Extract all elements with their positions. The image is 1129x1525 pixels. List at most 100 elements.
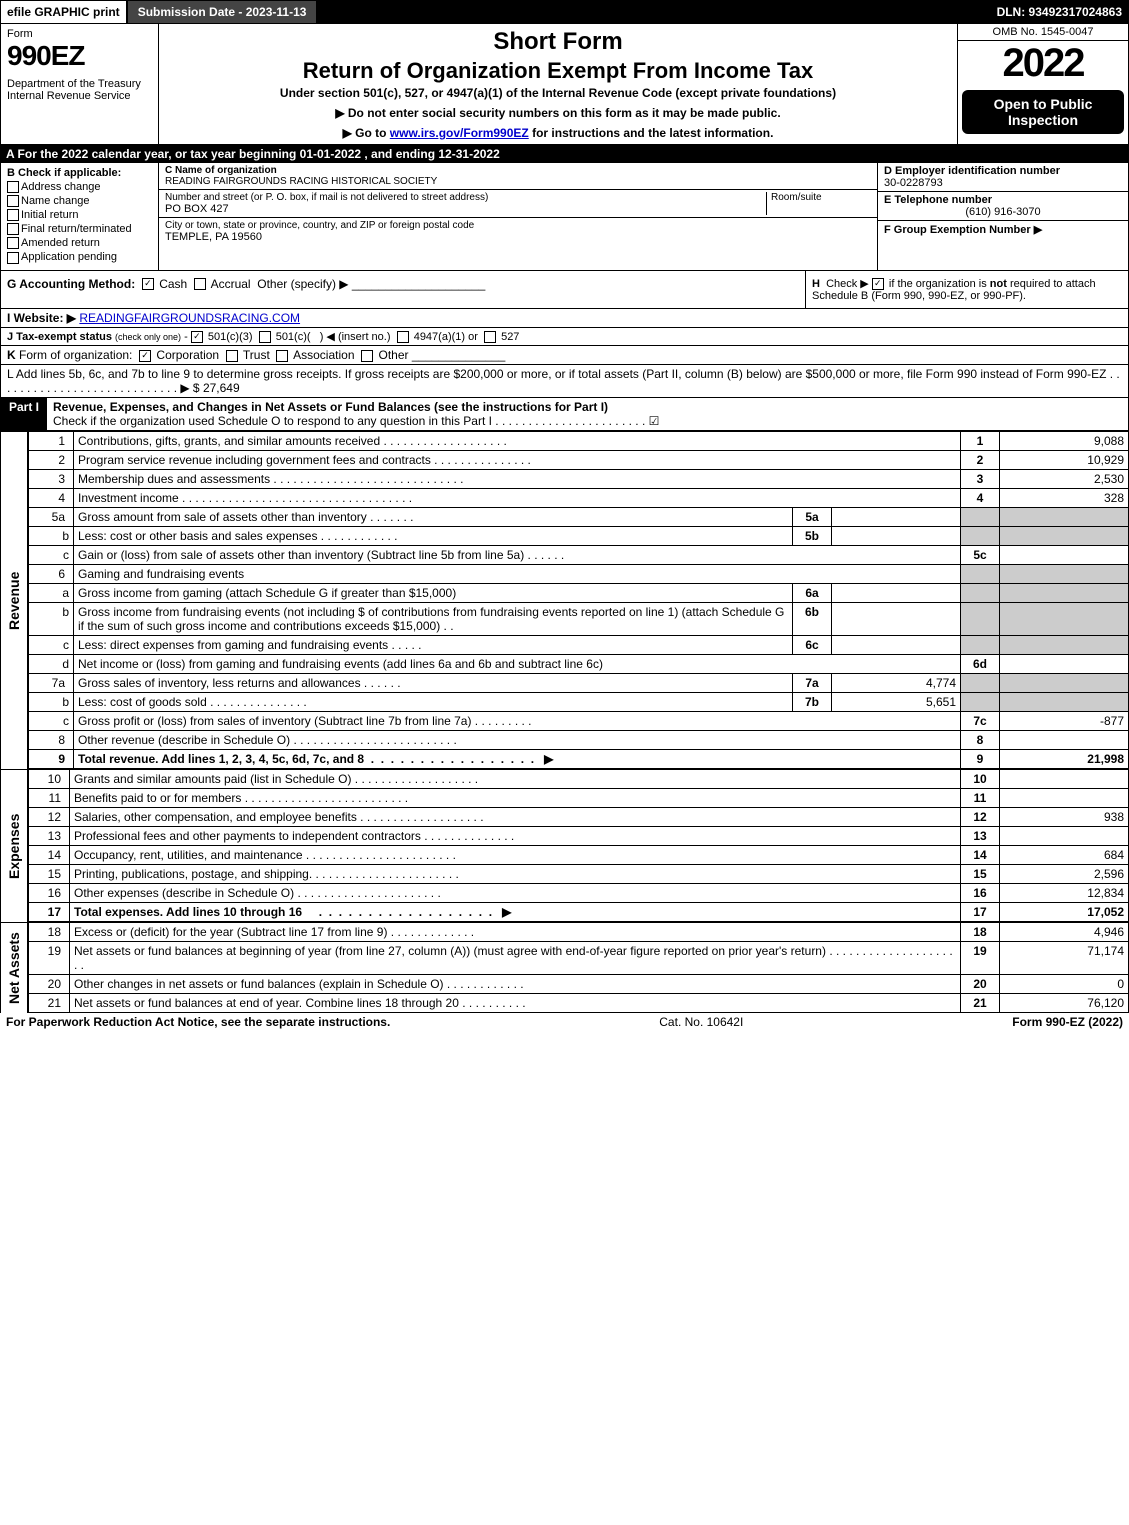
c-name-label: C Name of organization: [165, 165, 871, 176]
cb-amended-return[interactable]: Amended return: [7, 237, 152, 249]
j-text: J Tax-exempt status (check only one) - ✓…: [7, 331, 519, 343]
expenses-section: Expenses 10Grants and similar amounts pa…: [0, 769, 1129, 922]
cb-address-change[interactable]: Address change: [7, 181, 152, 193]
line-6c: cLess: direct expenses from gaming and f…: [29, 635, 1129, 654]
netassets-table: 18Excess or (deficit) for the year (Subt…: [28, 922, 1129, 1013]
row-gh: G Accounting Method: ✓ Cash Accrual Othe…: [0, 271, 1129, 309]
line-6: 6Gaming and fundraising events: [29, 564, 1129, 583]
c-street-label: Number and street (or P. O. box, if mail…: [165, 192, 766, 203]
page-footer: For Paperwork Reduction Act Notice, see …: [0, 1013, 1129, 1031]
line-21: 21Net assets or fund balances at end of …: [29, 993, 1129, 1012]
e-phone-value: (610) 916-3070: [884, 206, 1122, 218]
header-right: OMB No. 1545-0047 2022 Open to Public In…: [957, 24, 1128, 144]
submission-date: Submission Date - 2023-11-13: [128, 1, 319, 23]
line-2: 2Program service revenue including gover…: [29, 450, 1129, 469]
line-5a: 5aGross amount from sale of assets other…: [29, 507, 1129, 526]
revenue-section: Revenue 1Contributions, gifts, grants, a…: [0, 431, 1129, 769]
c-city-label: City or town, state or province, country…: [165, 220, 871, 231]
footer-mid: Cat. No. 10642I: [659, 1015, 743, 1029]
cb-application-pending[interactable]: Application pending: [7, 251, 152, 263]
g-label: G Accounting Method:: [7, 277, 135, 291]
line-11: 11Benefits paid to or for members . . . …: [29, 788, 1129, 807]
dln-label: DLN: 93492317024863: [991, 1, 1128, 23]
subtitle-section: Under section 501(c), 527, or 4947(a)(1)…: [165, 86, 951, 100]
line-9: 9Total revenue. Add lines 1, 2, 3, 4, 5c…: [29, 749, 1129, 768]
f-group-block: F Group Exemption Number ▶: [878, 221, 1128, 238]
title-return: Return of Organization Exempt From Incom…: [165, 58, 951, 84]
efile-label: efile GRAPHIC print: [1, 1, 128, 23]
subtitle-goto: ▶ Go to www.irs.gov/Form990EZ for instru…: [165, 126, 951, 140]
cb-name-change[interactable]: Name change: [7, 195, 152, 207]
line-1: 1Contributions, gifts, grants, and simil…: [29, 431, 1129, 450]
f-label: F Group Exemption Number ▶: [884, 223, 1122, 236]
row-l-gross-receipts: L Add lines 5b, 6c, and 7b to line 9 to …: [0, 365, 1129, 398]
form-number: 990EZ: [7, 40, 152, 72]
cb-initial-return[interactable]: Initial return: [7, 209, 152, 221]
form-header: Form 990EZ Department of the Treasury In…: [0, 24, 1129, 145]
line-10: 10Grants and similar amounts paid (list …: [29, 769, 1129, 788]
row-i-website: I Website: ▶ READINGFAIRGROUNDSRACING.CO…: [0, 309, 1129, 328]
b-label: B Check if applicable:: [7, 167, 152, 179]
cb-cash[interactable]: ✓: [142, 278, 154, 290]
row-k-org-form: K Form of organization: ✓ Corporation Tr…: [0, 346, 1129, 365]
netassets-section: Net Assets 18Excess or (deficit) for the…: [0, 922, 1129, 1013]
line-7b: bLess: cost of goods sold . . . . . . . …: [29, 692, 1129, 711]
line-6b: bGross income from fundraising events (n…: [29, 602, 1129, 635]
header-center: Short Form Return of Organization Exempt…: [159, 24, 957, 144]
d-label: D Employer identification number: [884, 165, 1122, 177]
line-6a: aGross income from gaming (attach Schedu…: [29, 583, 1129, 602]
h-schedule-b: H Check ▶ ✓ if the organization is not r…: [805, 271, 1128, 308]
c-org-name: READING FAIRGROUNDS RACING HISTORICAL SO…: [165, 176, 871, 187]
line-3: 3Membership dues and assessments . . . .…: [29, 469, 1129, 488]
line-19: 19Net assets or fund balances at beginni…: [29, 941, 1129, 974]
c-room-label: Room/suite: [766, 192, 871, 215]
c-city-block: City or town, state or province, country…: [159, 218, 877, 245]
line-7a: 7aGross sales of inventory, less returns…: [29, 673, 1129, 692]
i-label: I Website: ▶: [7, 311, 76, 325]
e-label: E Telephone number: [884, 194, 1122, 206]
expenses-table: 10Grants and similar amounts paid (list …: [28, 769, 1129, 922]
part-i-checkline: Check if the organization used Schedule …: [53, 414, 659, 428]
irs-link[interactable]: www.irs.gov/Form990EZ: [390, 126, 529, 140]
revenue-vlabel: Revenue: [0, 431, 28, 769]
line-13: 13Professional fees and other payments t…: [29, 826, 1129, 845]
omb-number: OMB No. 1545-0047: [958, 24, 1128, 41]
section-bcdef: B Check if applicable: Address change Na…: [0, 163, 1129, 271]
i-website-value[interactable]: READINGFAIRGROUNDSRACING.COM: [79, 311, 300, 325]
c-name-block: C Name of organization READING FAIRGROUN…: [159, 163, 877, 190]
footer-left: For Paperwork Reduction Act Notice, see …: [6, 1015, 390, 1029]
title-short-form: Short Form: [165, 28, 951, 56]
subtitle-ssn: ▶ Do not enter social security numbers o…: [165, 106, 951, 120]
tax-year: 2022: [958, 41, 1128, 86]
line-16: 16Other expenses (describe in Schedule O…: [29, 883, 1129, 902]
col-def: D Employer identification number 30-0228…: [877, 163, 1128, 270]
dept-label: Department of the Treasury Internal Reve…: [7, 78, 152, 102]
line-15: 15Printing, publications, postage, and s…: [29, 864, 1129, 883]
line-17: 17Total expenses. Add lines 10 through 1…: [29, 902, 1129, 921]
col-b-checkboxes: B Check if applicable: Address change Na…: [1, 163, 159, 270]
line-6d: dNet income or (loss) from gaming and fu…: [29, 654, 1129, 673]
goto-prefix: ▶ Go to: [343, 126, 390, 140]
line-7c: cGross profit or (loss) from sales of in…: [29, 711, 1129, 730]
line-18: 18Excess or (deficit) for the year (Subt…: [29, 922, 1129, 941]
col-c-org-info: C Name of organization READING FAIRGROUN…: [159, 163, 877, 270]
top-bar: efile GRAPHIC print Submission Date - 20…: [0, 0, 1129, 24]
line-5b: bLess: cost or other basis and sales exp…: [29, 526, 1129, 545]
part-i-badge: Part I: [1, 398, 47, 430]
revenue-table: 1Contributions, gifts, grants, and simil…: [28, 431, 1129, 769]
line-20: 20Other changes in net assets or fund ba…: [29, 974, 1129, 993]
cb-final-return[interactable]: Final return/terminated: [7, 223, 152, 235]
row-j-tax-status: J Tax-exempt status (check only one) - ✓…: [0, 328, 1129, 346]
header-left: Form 990EZ Department of the Treasury In…: [1, 24, 159, 144]
g-other-label: Other (specify) ▶: [257, 277, 348, 291]
line-4: 4Investment income . . . . . . . . . . .…: [29, 488, 1129, 507]
g-accounting: G Accounting Method: ✓ Cash Accrual Othe…: [1, 271, 805, 308]
d-ein-block: D Employer identification number 30-0228…: [878, 163, 1128, 192]
row-a-calendar-year: A For the 2022 calendar year, or tax yea…: [0, 145, 1129, 163]
part-i-title: Revenue, Expenses, and Changes in Net As…: [53, 400, 608, 414]
part-i-header-row: Part I Revenue, Expenses, and Changes in…: [0, 398, 1129, 431]
goto-suffix: for instructions and the latest informat…: [529, 126, 774, 140]
cb-accrual[interactable]: [194, 278, 206, 290]
k-text: K Form of organization: ✓ Corporation Tr…: [7, 348, 505, 362]
line-5c: cGain or (loss) from sale of assets othe…: [29, 545, 1129, 564]
